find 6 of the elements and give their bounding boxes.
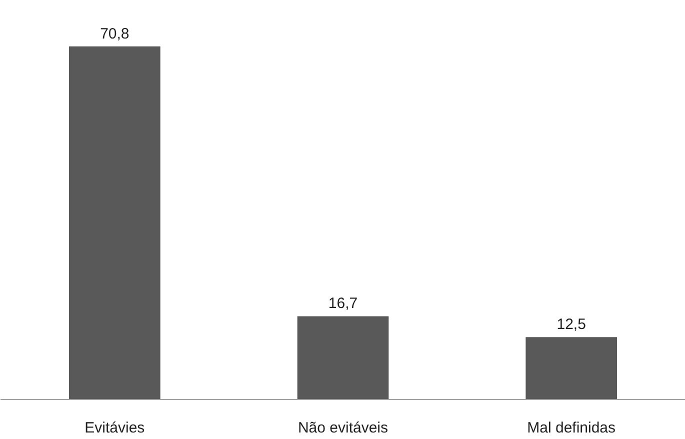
x-tick-label: Mal definidas <box>527 420 616 436</box>
x-tick-label: Não evitáveis <box>298 420 388 436</box>
x-tick-label: Evitávies <box>84 420 145 436</box>
data-label: 70,8 <box>100 25 130 42</box>
data-label: 16,7 <box>328 295 358 312</box>
data-label: 12,5 <box>556 316 586 334</box>
